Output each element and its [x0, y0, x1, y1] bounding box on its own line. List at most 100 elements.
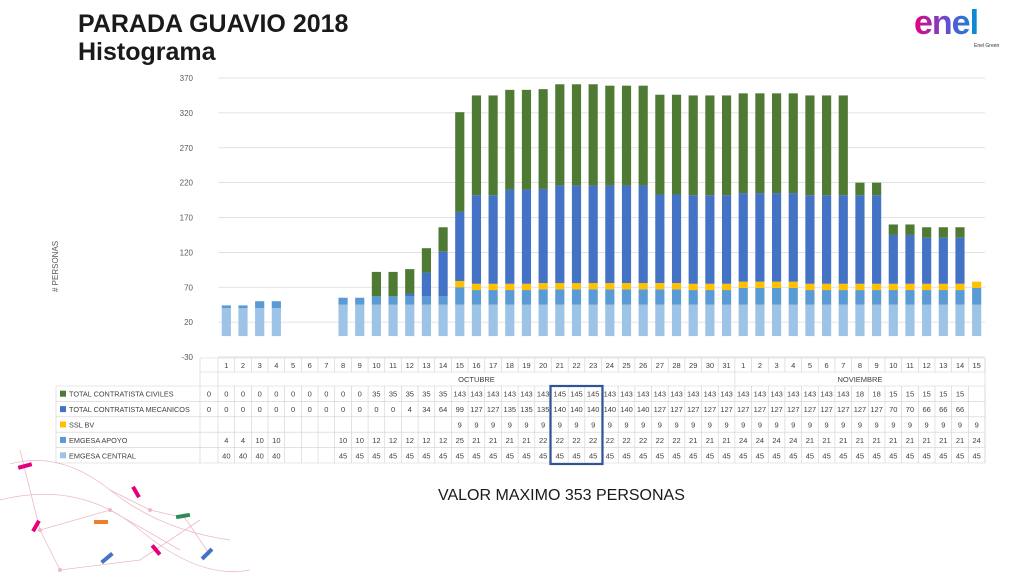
data-label: 45: [922, 451, 930, 460]
data-label: 45: [589, 451, 597, 460]
bar-segment: [471, 195, 482, 284]
data-label: 45: [389, 451, 397, 460]
data-label: 21: [489, 436, 497, 445]
data-label: 10: [256, 436, 264, 445]
x-tick-label: 21: [556, 361, 564, 370]
x-tick-label: 5: [808, 361, 812, 370]
month-label: NOVIEMBRE: [837, 375, 882, 384]
bar-segment: [455, 287, 465, 305]
bar-segment: [688, 95, 698, 196]
data-label: 140: [637, 405, 650, 414]
x-tick-label: 15: [972, 361, 980, 370]
bar-segment: [671, 304, 682, 337]
bar-segment: [571, 84, 582, 186]
bar-segment: [905, 224, 915, 235]
bar-segment: [805, 290, 815, 305]
data-label: 143: [770, 390, 783, 399]
data-label: 40: [222, 451, 230, 460]
bar-segment: [888, 224, 898, 235]
bar-segment: [438, 304, 448, 337]
data-label: 0: [341, 405, 345, 414]
data-label: 0: [258, 390, 262, 399]
data-label: 127: [737, 405, 750, 414]
bar-segment: [755, 93, 765, 194]
bar-segment: [922, 283, 932, 291]
data-label: 45: [656, 451, 664, 460]
data-label: 9: [891, 421, 895, 430]
data-label: 9: [624, 421, 628, 430]
bar-segment: [388, 304, 398, 337]
data-label: 21: [856, 436, 864, 445]
data-label: 4: [224, 436, 228, 445]
x-tick-label: 13: [422, 361, 430, 370]
bar-segment: [822, 304, 832, 337]
bar-segment: [521, 290, 532, 305]
data-label: 4: [408, 405, 412, 414]
data-label: 143: [704, 390, 717, 399]
bar-segment: [571, 289, 582, 305]
data-label: 140: [587, 405, 600, 414]
data-label: 0: [324, 390, 328, 399]
bar-segment: [822, 290, 832, 305]
bar-segment: [555, 185, 565, 284]
data-label: 9: [658, 421, 662, 430]
data-label: 45: [806, 451, 814, 460]
data-label: 9: [741, 421, 745, 430]
bar-segment: [738, 304, 748, 337]
data-label: 45: [872, 451, 880, 460]
data-label: 127: [654, 405, 667, 414]
data-label: 45: [756, 451, 764, 460]
y-tick-label: 170: [180, 214, 194, 223]
data-label: 45: [439, 451, 447, 460]
x-tick-label: 3: [774, 361, 778, 370]
data-label: 45: [472, 451, 480, 460]
bar-segment: [621, 283, 632, 290]
bar-segment: [471, 290, 482, 305]
x-tick-label: 11: [906, 361, 914, 370]
data-label: 9: [674, 421, 678, 430]
x-tick-label: 29: [689, 361, 697, 370]
data-label: 24: [739, 436, 747, 445]
y-tick-label: 70: [184, 283, 193, 292]
data-label: 12: [389, 436, 397, 445]
data-label: 127: [854, 405, 867, 414]
bar-segment: [671, 289, 682, 305]
x-tick-label: 7: [324, 361, 328, 370]
data-label: 21: [522, 436, 530, 445]
data-label: 140: [554, 405, 567, 414]
data-label: 45: [739, 451, 747, 460]
bar-segment: [571, 185, 582, 284]
bar-segment: [621, 289, 632, 305]
bar-segment: [255, 308, 265, 337]
bar-segment: [888, 290, 898, 305]
data-label: 25: [456, 436, 464, 445]
bar-segment: [822, 195, 832, 284]
legend-label: TOTAL CONTRATISTA CIVILES: [69, 390, 174, 399]
data-label: 22: [572, 436, 580, 445]
data-label: 127: [487, 405, 500, 414]
x-tick-label: 6: [308, 361, 312, 370]
bar-segment: [588, 289, 598, 305]
bar-segment: [922, 290, 932, 305]
bar-segment: [721, 195, 732, 284]
data-label: 0: [308, 390, 312, 399]
bar-segment: [805, 95, 815, 196]
x-tick-label: 3: [258, 361, 262, 370]
bar-segment: [838, 304, 848, 337]
bar-segment: [888, 304, 898, 337]
bar-segment: [371, 296, 381, 305]
data-label: 45: [956, 451, 964, 460]
bar-segment: [555, 84, 565, 186]
bar-segment: [688, 283, 698, 291]
data-label: 21: [872, 436, 880, 445]
data-label: 24: [756, 436, 764, 445]
bar-segment: [855, 182, 865, 196]
bar-segment: [488, 290, 498, 305]
bar-segment: [788, 281, 798, 288]
bar-segment: [721, 304, 732, 337]
x-tick-label: 6: [825, 361, 829, 370]
data-label: 143: [720, 390, 733, 399]
data-label: 9: [708, 421, 712, 430]
data-label: 66: [922, 405, 930, 414]
